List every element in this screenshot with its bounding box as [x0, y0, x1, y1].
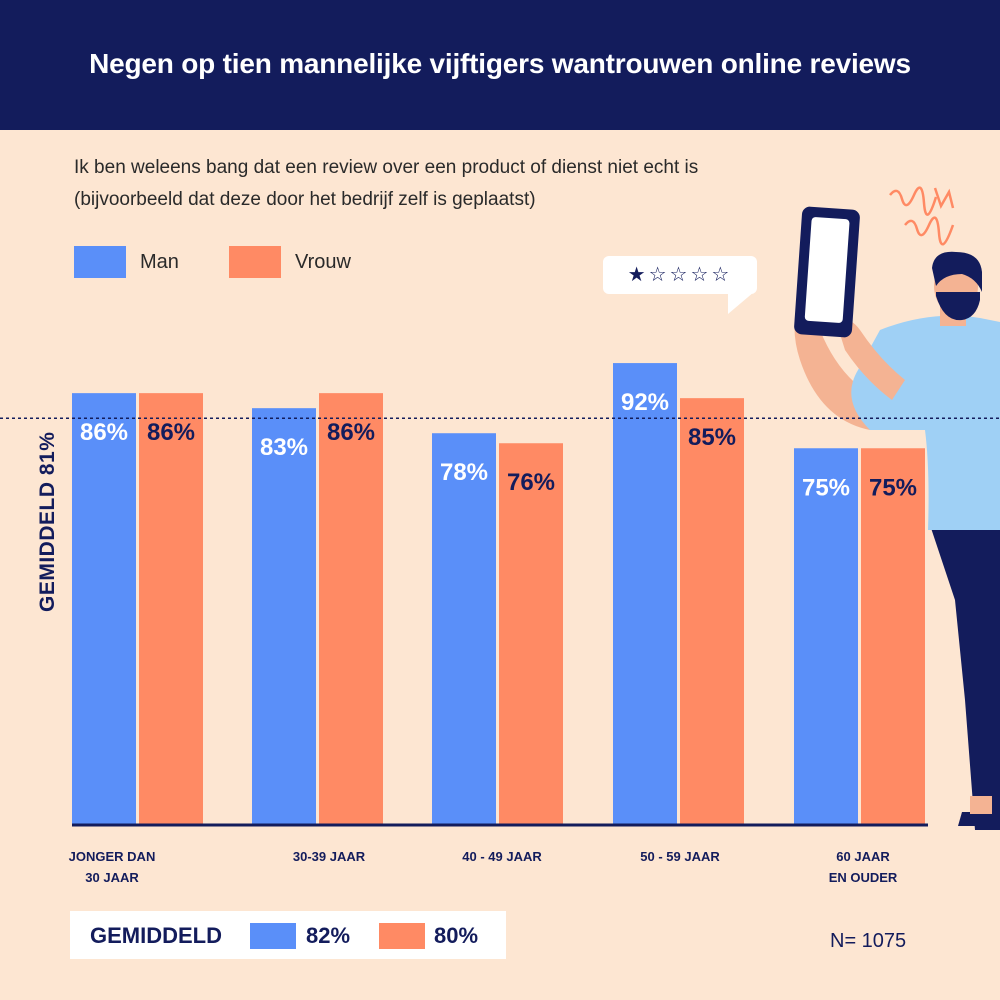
- squiggle-mark: [933, 187, 955, 210]
- average-value-man: 82%: [306, 923, 351, 948]
- data-label-vrouw: 85%: [688, 424, 736, 451]
- data-label-vrouw: 86%: [147, 419, 195, 446]
- x-tick-label: JONGER DAN 30 JAAR: [68, 849, 156, 885]
- x-tick-label: 60 JAAR EN OUDER: [828, 849, 898, 885]
- subtitle-line-1: Ik ben weleens bang dat een review over …: [74, 157, 699, 178]
- sample-size: N= 1075: [830, 930, 907, 952]
- legend-swatch-vrouw: [229, 246, 281, 278]
- subtitle-line-2: (bijvoorbeeld dat deze door het bedrijf …: [74, 189, 536, 210]
- squiggle-mark: [904, 216, 955, 246]
- average-swatch-vrouw: [379, 923, 425, 949]
- data-label-man: 83%: [260, 434, 308, 461]
- squiggle-mark: [889, 186, 938, 216]
- ankle: [970, 796, 992, 814]
- bar-vrouw: [319, 393, 383, 824]
- average-swatch-man: [250, 923, 296, 949]
- bar-man: [252, 408, 316, 824]
- hair: [932, 251, 982, 292]
- bar-man: [432, 433, 496, 824]
- data-label-man: 75%: [802, 474, 850, 501]
- data-label-man: 92%: [621, 389, 669, 416]
- bar-vrouw: [499, 443, 563, 824]
- legend-swatch-man: [74, 246, 126, 278]
- data-label-vrouw: 76%: [507, 469, 555, 496]
- average-value-vrouw: 80%: [434, 923, 479, 948]
- bar-man: [613, 363, 677, 824]
- page-title: Negen op tien mannelijke vijftigers want…: [89, 48, 911, 79]
- x-tick-label: 40 - 49 JAAR: [462, 849, 542, 864]
- x-tick-label: 50 - 59 JAAR: [640, 849, 720, 864]
- right-hand: [835, 317, 905, 400]
- data-label-vrouw: 86%: [327, 419, 375, 446]
- average-box: GEMIDDELD 82% 80%: [70, 911, 506, 959]
- average-line-label: GEMIDDELD 81%: [36, 431, 59, 612]
- data-label-man: 78%: [440, 459, 488, 486]
- average-label: GEMIDDELD: [90, 923, 222, 948]
- bar-vrouw: [680, 398, 744, 824]
- bar-vrouw: [139, 393, 203, 824]
- bar-vrouw: [861, 448, 925, 824]
- star-rating-icon: ★☆☆☆☆: [627, 262, 733, 286]
- legend-label-man: Man: [140, 251, 179, 273]
- bar-man: [72, 393, 136, 824]
- shoe: [958, 812, 1000, 826]
- header-banner: Negen op tien mannelijke vijftigers want…: [0, 0, 1000, 130]
- data-label-vrouw: 75%: [869, 474, 917, 501]
- bar-man: [794, 448, 858, 824]
- bubble-tail: [728, 292, 754, 314]
- data-label-man: 86%: [80, 419, 128, 446]
- x-tick-label: 30-39 JAAR: [292, 849, 366, 864]
- beard: [936, 292, 980, 321]
- phone-screen: [804, 217, 850, 323]
- legend-label-vrouw: Vrouw: [295, 251, 351, 273]
- review-bubble: ★☆☆☆☆: [603, 256, 757, 294]
- chart-subtitle: Ik ben weleens bang dat een review over …: [74, 152, 874, 216]
- trousers: [930, 525, 1000, 830]
